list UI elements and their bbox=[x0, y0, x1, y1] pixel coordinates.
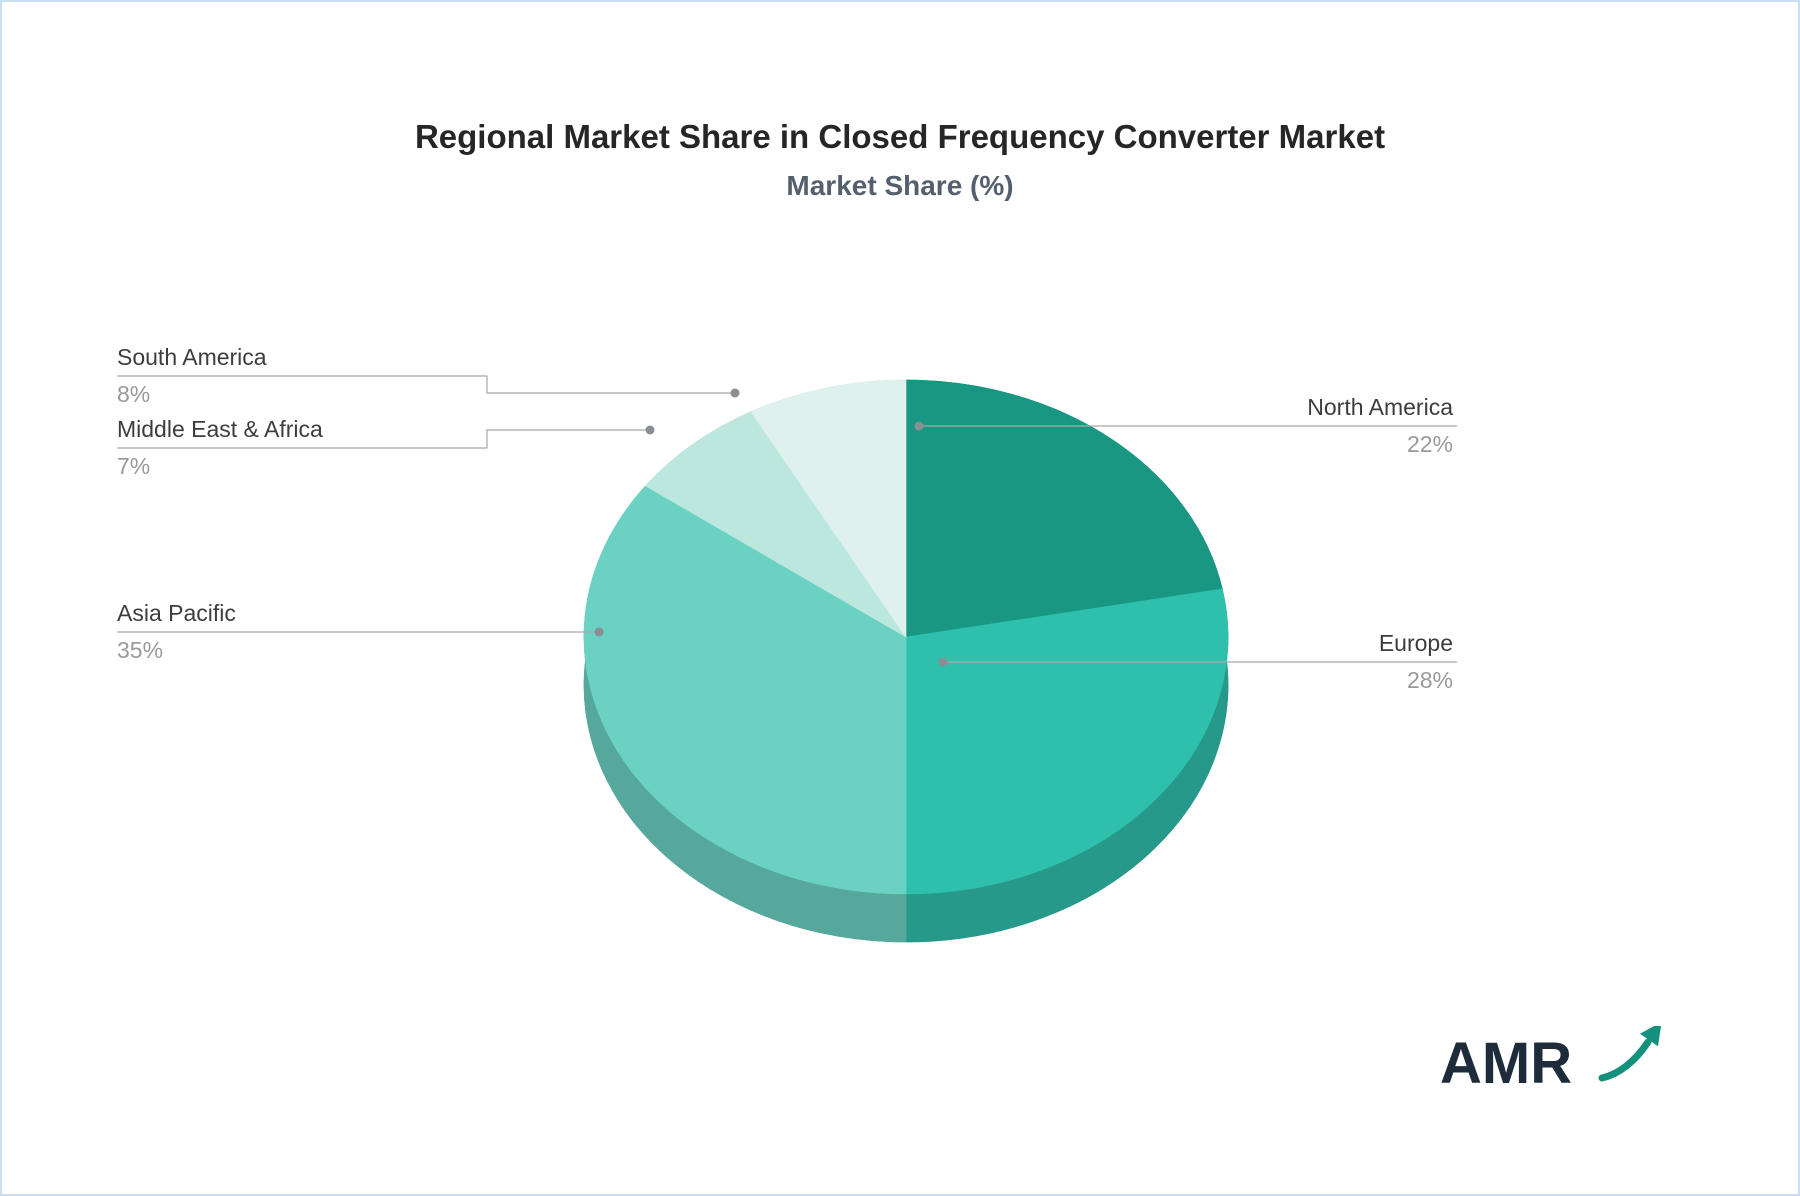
pie-slice-south-america[interactable] bbox=[750, 379, 907, 638]
pie-slice-north-america[interactable] bbox=[905, 379, 1223, 638]
label-europe: Europe bbox=[1378, 630, 1453, 656]
chart-subtitle: Market Share (%) bbox=[786, 170, 1014, 201]
pie-slice-asia-pacific[interactable] bbox=[583, 485, 907, 895]
leader-line-south-america bbox=[117, 375, 735, 394]
value-europe: 28% bbox=[1406, 667, 1453, 693]
value-north-america: 22% bbox=[1406, 431, 1453, 457]
pie-slice-middle-east-africa[interactable] bbox=[645, 411, 907, 638]
value-asia-pacific: 35% bbox=[117, 637, 164, 663]
arrow-head bbox=[1639, 1026, 1662, 1047]
label-asia-pacific: Asia Pacific bbox=[117, 600, 236, 626]
value-south-america: 8% bbox=[117, 381, 151, 407]
amr-logo-arrow-icon bbox=[1598, 1026, 1662, 1082]
label-middle-east-africa: Middle East & Africa bbox=[117, 416, 323, 442]
label-north-america: North America bbox=[1307, 394, 1453, 420]
leader-dot-south-america bbox=[730, 388, 740, 398]
amr-logo-text: AMR bbox=[1440, 1031, 1573, 1096]
amr-logo: AMR bbox=[1440, 1026, 1662, 1100]
label-south-america: South America bbox=[117, 344, 267, 370]
chart-title: Regional Market Share in Closed Frequenc… bbox=[414, 118, 1386, 155]
leader-dot-middle-east-africa bbox=[645, 425, 655, 435]
value-middle-east-africa: 7% bbox=[117, 453, 151, 479]
pie-slice-europe[interactable] bbox=[905, 588, 1229, 895]
arrow-shaft bbox=[1598, 1038, 1652, 1082]
